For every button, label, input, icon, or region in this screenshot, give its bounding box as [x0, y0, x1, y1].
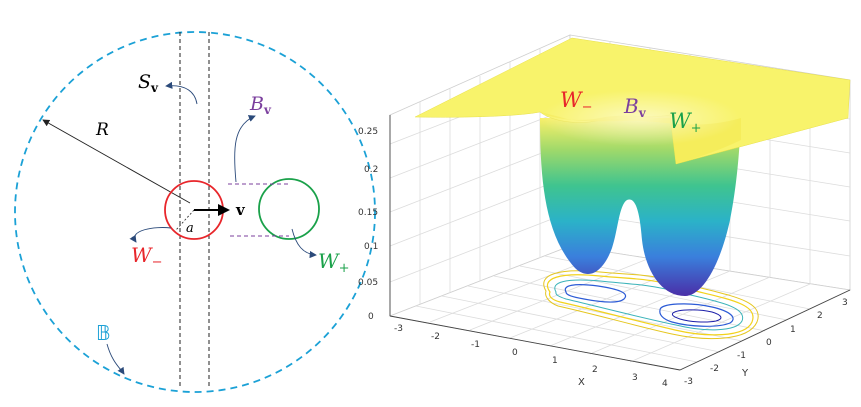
x-tick: 3 [632, 373, 638, 383]
x-tick: 1 [552, 356, 558, 366]
y-ticks: -3 -2 -1 0 1 2 3 [684, 298, 848, 387]
y-axis-label: Y [741, 368, 749, 379]
y-tick: -3 [684, 377, 693, 387]
z-tick: 0.1 [364, 242, 378, 252]
y-axis-line [679, 289, 851, 371]
y-tick: -2 [710, 364, 719, 374]
ball-boundary [14, 31, 376, 393]
w-minus-label: W− [131, 243, 162, 270]
w-plus-pointer [291, 228, 317, 259]
x-tick: -3 [394, 324, 403, 334]
y-tick: 2 [817, 311, 823, 321]
s-v-pointer [165, 81, 198, 105]
w-plus-label: W+ [318, 249, 349, 276]
surface-b-v-label: Bv [623, 94, 647, 120]
double-well-surface [540, 118, 741, 296]
x-axis-label: X [578, 377, 585, 388]
b-v-label: Bv [249, 93, 272, 117]
ball-pointer [106, 343, 125, 375]
x-ticks: -3 -2 -1 0 1 2 3 4 [394, 324, 668, 389]
z-ticks: 0 0.05 0.1 0.15 0.2 0.25 [358, 127, 378, 322]
y-tick: 1 [790, 325, 796, 335]
surface-w-plus-label: W+ [669, 109, 702, 136]
s-v-label: Sv [138, 71, 159, 95]
radius-a [175, 209, 195, 231]
surface-w-minus-label: W− [560, 88, 593, 115]
radius-arrow [42, 119, 191, 204]
y-tick: 3 [842, 298, 848, 308]
x-tick: 0 [512, 348, 518, 358]
z-tick: 0.2 [364, 165, 378, 175]
ball-label: 𝔹 [96, 321, 111, 345]
x-tick: -2 [431, 332, 440, 342]
x-tick: 2 [592, 365, 598, 375]
y-tick: 0 [766, 338, 772, 348]
radius-a-label: a [186, 221, 194, 236]
left-diagram: R a v Sv Bv W− W+ [14, 31, 376, 393]
x-tick: 4 [662, 379, 668, 389]
z-tick: 0.25 [358, 127, 378, 137]
z-tick: 0 [368, 312, 374, 322]
b-v-pointer [234, 115, 256, 183]
w-plus-circle [258, 178, 320, 240]
x-axis-line [389, 315, 681, 371]
z-tick: 0.15 [358, 208, 378, 218]
radius-label: R [95, 120, 109, 140]
z-tick: 0.05 [358, 278, 378, 288]
w-minus-pointer [129, 227, 172, 243]
contours [543, 270, 759, 340]
x-tick: -1 [471, 340, 480, 350]
y-tick: -1 [737, 351, 746, 361]
vector-v-label: v [235, 201, 246, 219]
right-plot: W− Bv W+ 0 0.05 0.1 0.15 0.2 0.25 -3 -2 … [358, 34, 852, 389]
